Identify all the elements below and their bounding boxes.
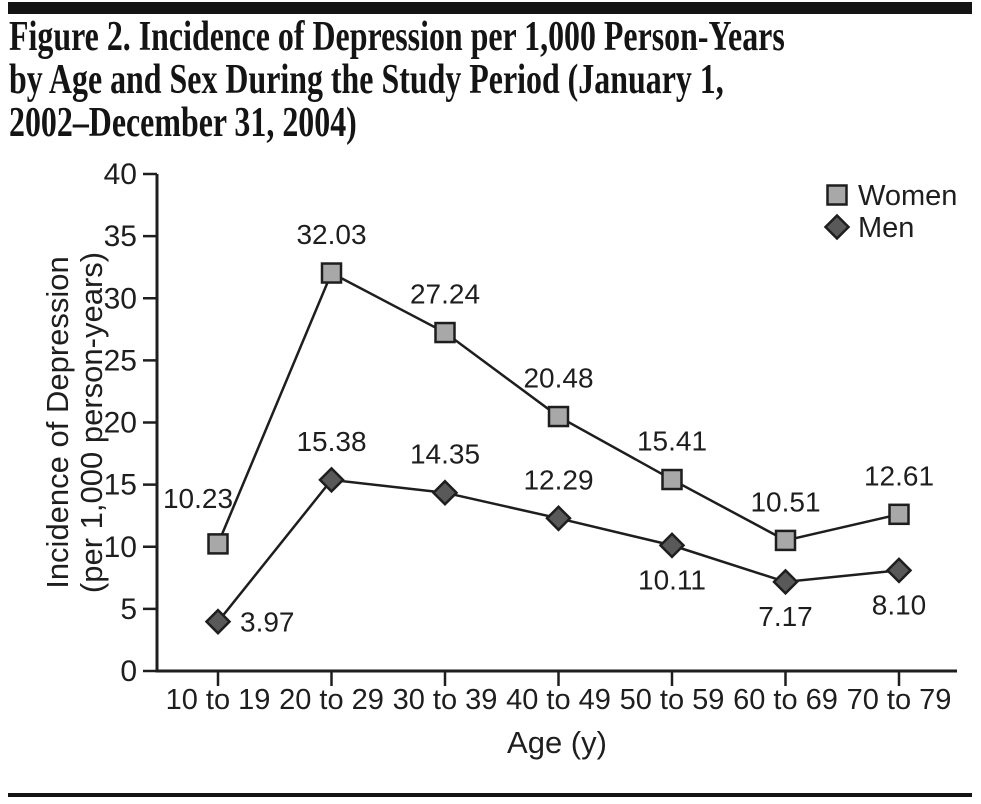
men-data-label: 12.29 — [523, 464, 593, 495]
y-tick-label: 5 — [120, 593, 137, 626]
x-tick-label: 10 to 19 — [166, 684, 271, 716]
x-axis-title: Age (y) — [507, 725, 607, 760]
men-marker-diamond — [318, 466, 345, 494]
legend-marker-men — [823, 213, 851, 241]
y-tick-label: 30 — [104, 282, 137, 315]
men-marker-diamond — [658, 532, 686, 559]
men-data-label: 10.11 — [638, 564, 706, 595]
figure-title-line-1: Figure 2. Incidence of Depression per 1,… — [9, 14, 785, 60]
bottom-rule — [8, 793, 972, 797]
men-marker-diamond — [545, 505, 572, 532]
women-marker-square — [888, 503, 910, 526]
men-data-label: 15.38 — [296, 426, 366, 457]
men-marker-diamond — [431, 479, 459, 506]
x-tick-label: 70 to 79 — [847, 684, 952, 716]
figure-title-line-2: by Age and Sex During the Study Period (… — [9, 57, 724, 103]
y-axis-title-line-2: (per 1,000 person-years) — [74, 252, 109, 593]
women-marker-square — [320, 262, 343, 284]
x-tick-label: 50 to 59 — [620, 684, 725, 716]
women-marker-square — [434, 321, 456, 344]
men-marker-diamond — [885, 557, 913, 584]
men-marker-diamond — [772, 568, 799, 596]
women-data-label: 27.24 — [410, 279, 480, 310]
men-data-label: 8.10 — [872, 589, 927, 620]
figure-title: Figure 2. Incidence of Depression per 1,… — [9, 16, 981, 145]
men-data-label: 14.35 — [410, 439, 480, 470]
women-marker-square — [774, 529, 797, 552]
women-data-label: 10.51 — [750, 486, 820, 517]
women-marker-square — [547, 405, 570, 428]
women-marker-square — [207, 533, 229, 555]
legend-label-women: Women — [858, 180, 957, 212]
y-tick-label: 40 — [104, 158, 137, 191]
legend-label-men: Men — [858, 212, 914, 244]
y-tick-label: 15 — [104, 469, 137, 502]
women-data-label: 32.03 — [296, 219, 366, 250]
figure-title-line-3: 2002–December 31, 2004) — [9, 100, 357, 146]
y-tick-label: 10 — [104, 531, 137, 564]
women-data-label: 12.61 — [864, 460, 934, 491]
y-tick-label: 20 — [104, 407, 137, 440]
women-marker-square — [661, 468, 683, 491]
y-tick-label: 25 — [104, 344, 137, 377]
women-data-label: 10.23 — [163, 483, 233, 514]
men-data-label: 3.97 — [240, 607, 295, 638]
men-data-label: 7.17 — [758, 601, 813, 632]
x-tick-label: 60 to 69 — [733, 684, 838, 716]
women-data-label: 15.41 — [637, 426, 707, 457]
legend-marker-women — [826, 184, 848, 206]
y-axis-title-line-1: Incidence of Depression — [40, 256, 75, 589]
x-tick-label: 40 to 49 — [506, 684, 611, 716]
top-rule — [8, 2, 972, 14]
women-data-label: 20.48 — [523, 363, 593, 394]
x-tick-label: 20 to 29 — [279, 684, 384, 716]
x-tick-label: 30 to 39 — [393, 684, 498, 716]
y-tick-label: 0 — [120, 655, 137, 688]
y-tick-label: 35 — [104, 220, 137, 253]
men-marker-diamond — [204, 608, 232, 635]
